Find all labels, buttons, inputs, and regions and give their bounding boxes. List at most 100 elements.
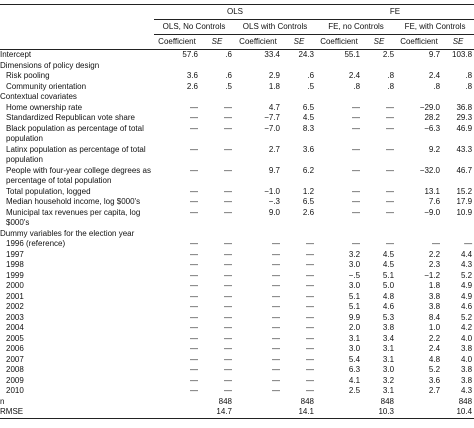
corner <box>0 34 154 50</box>
value-cell: — <box>306 365 315 374</box>
value-cell: 43.3 <box>456 144 473 154</box>
value-cell: — <box>190 102 198 112</box>
data-row: Intercept 57.6 .6 33.4 24.3 55.1 2.5 9.7 103.8 <box>0 50 474 61</box>
value-cell: 3.4 <box>382 333 395 343</box>
value-cell: 848 <box>218 396 232 406</box>
model-header: FE, no Controls <box>316 19 397 35</box>
value-cell: 3.2 <box>348 249 361 259</box>
value-cell: — <box>386 207 395 217</box>
value-cell: — <box>190 312 198 322</box>
value-cell: 3.0 <box>348 344 361 353</box>
value-cell: 4.5 <box>302 113 315 122</box>
value-cell: — <box>352 113 361 122</box>
data-row: 2005 — — — — 3.1 3.4 2.2 4.0 <box>0 334 474 345</box>
value-cell: 848 <box>380 396 395 406</box>
row-label: 2008 <box>6 365 24 374</box>
data-row: n 848 848 848 848 <box>0 397 474 408</box>
value-cell: — <box>224 333 232 343</box>
value-cell: — <box>386 186 395 196</box>
value-cell: 17.9 <box>456 197 473 206</box>
value-cell: 3.8 <box>382 323 395 332</box>
value-cell: 3.1 <box>382 386 395 395</box>
value-cell: — <box>306 239 315 248</box>
value-cell: — <box>386 102 395 112</box>
value-cell: 9.7 <box>428 50 441 59</box>
stat-header: SE <box>282 34 317 50</box>
value-cell: 5.2 <box>428 365 441 374</box>
value-cell: — <box>352 102 361 112</box>
value-cell: .6 <box>225 50 232 59</box>
stat-header: SE <box>200 34 234 50</box>
stat-header: Coefficient <box>154 34 200 50</box>
value-cell: — <box>352 207 361 217</box>
section-row: Contextual covariates <box>0 92 474 103</box>
value-cell: 2.7 <box>268 144 280 154</box>
value-cell: .6 <box>225 71 232 80</box>
row-label: 2000 <box>6 281 24 290</box>
value-cell: 5.1 <box>348 302 361 311</box>
data-row: 1996 (reference) — — — — — — — — <box>0 239 474 250</box>
row-label: 1998 <box>6 260 24 269</box>
model-header: OLS, No Controls <box>154 19 234 35</box>
data-row: 2002 — — — — 5.1 4.6 3.8 4.6 <box>0 302 474 313</box>
row-label: 2003 <box>6 312 24 322</box>
data-row: Community orientation 2.6 .5 1.8 .5 .8 .8 .8 .8 <box>0 82 474 93</box>
row-label: Total population, logged <box>6 186 91 196</box>
value-cell: 3.1 <box>382 344 395 353</box>
value-cell: 5.2 <box>460 270 473 280</box>
value-cell: — <box>190 144 198 154</box>
value-cell: — <box>190 123 198 133</box>
value-cell: 15.2 <box>456 186 473 196</box>
value-cell: .6 <box>307 71 315 80</box>
value-cell: 10.9 <box>456 207 473 217</box>
value-cell: 4.0 <box>460 354 473 364</box>
row-label: Home ownership rate <box>6 102 83 112</box>
value-cell: 4.7 <box>268 102 280 112</box>
table-body: Intercept 57.6 .6 33.4 24.3 55.1 2.5 9.7 103.8 Di… <box>0 50 474 419</box>
data-row: 2009 — — — — 4.1 3.2 3.6 3.8 <box>0 376 474 387</box>
value-cell: 2.7 <box>428 386 441 395</box>
model-header: FE, with Controls <box>396 19 474 35</box>
row-label: 2010 <box>6 386 24 395</box>
value-cell: −.5 <box>348 270 361 280</box>
value-cell: — <box>306 281 315 290</box>
value-cell: — <box>224 239 232 248</box>
value-cell: 2.2 <box>428 249 441 259</box>
value-cell: 4.1 <box>348 375 361 385</box>
row-label: People with four-year college degrees as… <box>6 165 151 186</box>
value-cell: — <box>272 281 280 290</box>
value-cell: — <box>272 354 280 364</box>
value-cell: — <box>190 386 198 395</box>
value-cell: — <box>306 302 315 311</box>
group-header: OLS <box>154 4 317 20</box>
value-cell: 9.0 <box>268 207 280 217</box>
value-cell: — <box>190 375 198 385</box>
value-cell: — <box>190 323 198 332</box>
value-cell: 3.0 <box>382 365 395 374</box>
value-cell: 2.9 <box>268 71 280 80</box>
data-row: 1998 — — — — 3.0 4.5 2.3 4.3 <box>0 260 474 271</box>
value-cell: — <box>224 386 232 395</box>
value-cell: 4.6 <box>460 302 473 311</box>
stat-row: Coefficient SE Coefficient SE Coefficient SE C… <box>0 34 474 50</box>
row-label: Municipal tax revenues per capita, log $… <box>6 207 141 228</box>
value-cell: 4.2 <box>460 323 473 332</box>
value-cell: 3.8 <box>460 375 473 385</box>
value-cell: 8.4 <box>428 312 441 322</box>
row-label: Intercept <box>0 50 32 59</box>
value-cell: — <box>224 365 232 374</box>
value-cell: — <box>224 186 232 196</box>
stat-header: Coefficient <box>396 34 443 50</box>
value-cell: −29.0 <box>419 102 441 112</box>
value-cell: 1.8 <box>428 281 441 290</box>
value-cell: — <box>272 270 280 280</box>
value-cell: — <box>190 186 198 196</box>
value-cell: 3.8 <box>428 302 441 311</box>
value-cell: — <box>272 239 280 248</box>
value-cell: — <box>224 375 232 385</box>
value-cell: 5.2 <box>460 312 473 322</box>
value-cell: .5 <box>225 81 232 91</box>
value-cell: — <box>272 312 280 322</box>
value-cell: — <box>352 186 361 196</box>
value-cell: 46.9 <box>456 123 473 133</box>
